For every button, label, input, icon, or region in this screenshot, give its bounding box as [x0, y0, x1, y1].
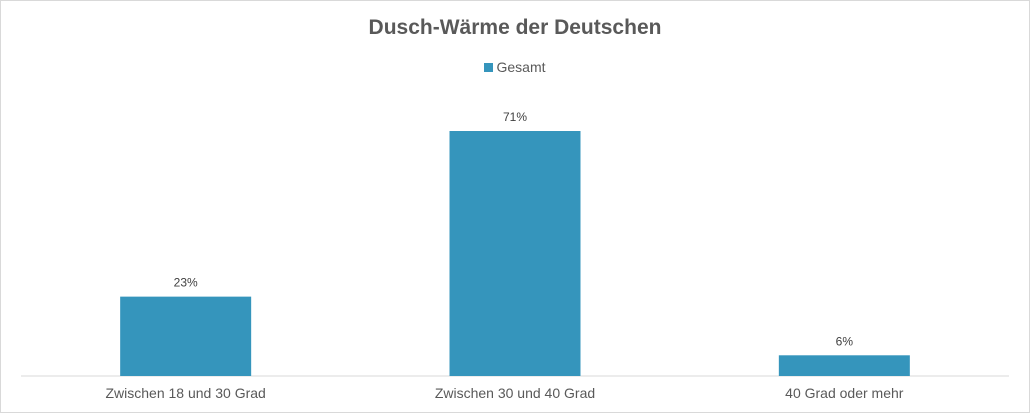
x-tick-label-1: Zwischen 18 und 30 Grad — [106, 385, 266, 401]
bar-1 — [120, 296, 252, 376]
chart-title: Dusch-Wärme der Deutschen — [368, 16, 662, 39]
x-tick-label-2: Zwischen 30 und 40 Grad — [435, 385, 595, 401]
legend-swatch-gesamt — [484, 63, 494, 72]
data-label-2: 71% — [503, 110, 527, 124]
data-label-1: 23% — [174, 276, 198, 290]
legend-label-gesamt: Gesamt — [496, 59, 546, 75]
chart-legend: Gesamt — [1, 59, 1029, 75]
data-label-3: 6% — [836, 334, 854, 348]
x-tick-label-3: 40 Grad oder mehr — [785, 385, 904, 401]
bar-3 — [778, 355, 910, 376]
bar-2 — [449, 131, 581, 376]
